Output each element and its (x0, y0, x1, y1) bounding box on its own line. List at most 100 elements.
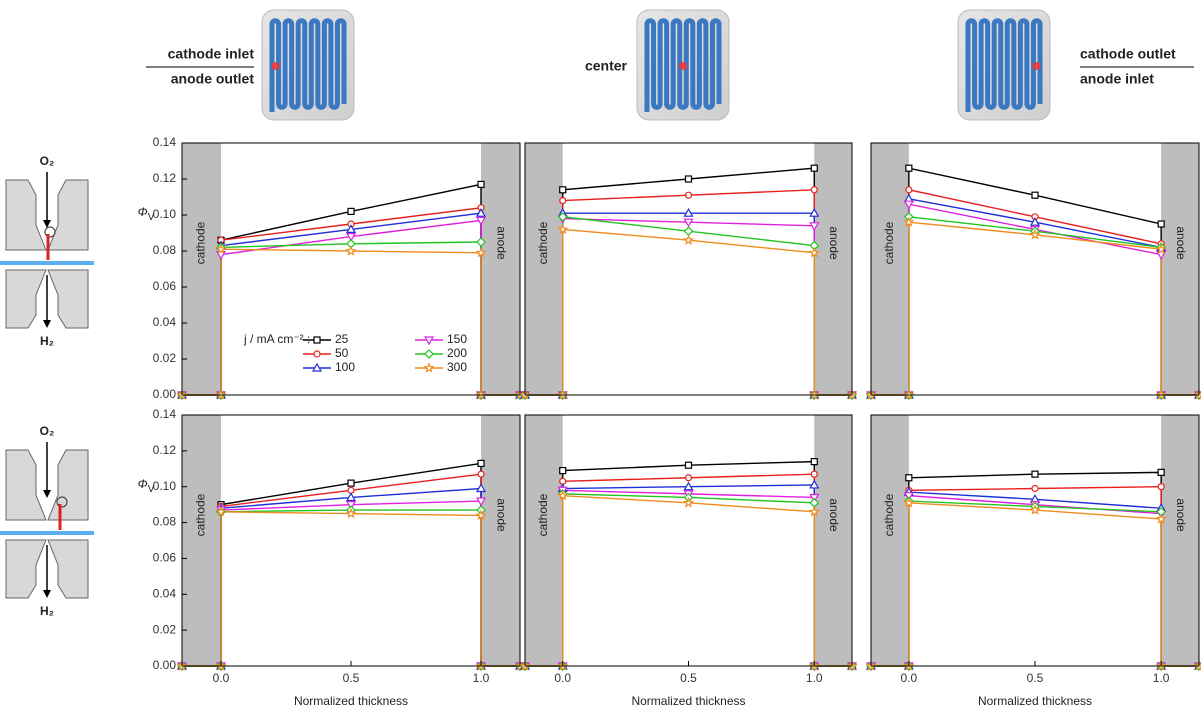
arrowhead (43, 490, 51, 498)
data-point (559, 466, 567, 475)
plot-frame (181, 142, 521, 396)
cell-diagram: O₂ H₂ (0, 154, 94, 348)
series-line (871, 502, 1199, 667)
region-label: cathode (536, 221, 550, 264)
data-point (810, 186, 818, 194)
legend-marker (423, 362, 435, 373)
data-point (808, 505, 820, 517)
data-point (347, 479, 355, 487)
series-line (525, 484, 852, 667)
data-point (345, 507, 357, 519)
legend-title: j / mA cm⁻² : (243, 332, 310, 346)
series-line (525, 217, 852, 396)
data-point (215, 505, 227, 517)
series-line (525, 167, 852, 396)
data-point (559, 197, 567, 205)
cell-block (5, 449, 47, 521)
series-line (182, 511, 520, 667)
cell-block (5, 179, 47, 251)
x-tick-label: 0.5 (343, 671, 360, 685)
serpentine-channel (644, 18, 722, 112)
plot-frame (524, 142, 853, 396)
data-point (684, 461, 693, 469)
x-tick-label: 0.0 (213, 671, 230, 685)
data-point (477, 470, 485, 478)
y-tick-label: 0.10 (153, 207, 177, 221)
cathode-region (871, 415, 909, 666)
data-point (557, 223, 569, 235)
data-point (682, 234, 695, 245)
y-tick-label: 0.06 (153, 279, 177, 293)
header-label: cathode outlet (1080, 46, 1176, 62)
cell-diagram: O₂ H₂ (0, 424, 94, 618)
y-tick-label: 0.04 (153, 315, 177, 329)
measurement-point (1032, 62, 1041, 70)
arrowhead (43, 220, 51, 228)
data-point (903, 216, 915, 227)
region-label: anode (1174, 226, 1188, 260)
data-point (1031, 484, 1039, 493)
cathode-region (525, 415, 563, 666)
legend-label: 100 (335, 360, 355, 374)
data-point (477, 459, 485, 468)
y-tick-label: 0.14 (153, 135, 177, 149)
data-point (683, 226, 694, 237)
series-line (871, 221, 1199, 396)
legend-marker (424, 349, 434, 359)
data-point (682, 496, 695, 508)
series-line (182, 500, 520, 667)
x-tick-label: 1.0 (1153, 671, 1170, 685)
data-point (476, 237, 486, 247)
data-point (809, 493, 820, 503)
x-tick-label: 0.5 (680, 671, 697, 685)
data-point (559, 186, 567, 194)
cell-block (5, 269, 47, 329)
arrowhead (43, 320, 51, 328)
region-label: cathode (536, 493, 550, 536)
region-label: cathode (882, 221, 896, 264)
data-point (903, 496, 915, 508)
anode-region (814, 415, 852, 666)
y-tick-label: 0.06 (153, 551, 177, 565)
data-point (809, 479, 820, 489)
data-point (905, 474, 913, 482)
legend-marker (313, 336, 321, 344)
series-line (525, 216, 852, 396)
plot-frame (870, 142, 1200, 396)
data-point (683, 481, 694, 491)
y-tick-label: 0.12 (153, 171, 177, 185)
region-label: anode (827, 226, 841, 260)
data-point (903, 492, 914, 501)
cathode-region (871, 143, 909, 395)
cell-block (47, 449, 89, 521)
data-point (475, 207, 487, 217)
x-tick-label: 0.0 (901, 671, 918, 685)
legend-label: 300 (447, 360, 467, 374)
series-line (871, 486, 1199, 667)
anode-region (481, 143, 520, 395)
gas-label: H₂ (40, 604, 54, 618)
region-label: anode (494, 498, 508, 532)
legend-label: 25 (335, 332, 349, 346)
plot-frame (870, 414, 1200, 667)
plot-frame (524, 414, 853, 667)
region-label: anode (827, 498, 841, 532)
series-line (525, 494, 852, 667)
x-axis-label: Normalized thickness (294, 694, 408, 708)
gas-label: O₂ (40, 424, 55, 438)
y-axis-subscript: V (148, 212, 155, 223)
region-label: anode (1174, 498, 1188, 532)
probe (44, 226, 56, 238)
cell-block (47, 539, 89, 599)
data-point (903, 200, 914, 210)
data-point (347, 207, 355, 215)
region-label: cathode (882, 493, 896, 536)
cathode-region (525, 143, 563, 395)
data-point (684, 474, 693, 482)
data-point (345, 245, 357, 256)
probe (56, 496, 68, 508)
data-point (475, 497, 487, 507)
plot-frame (181, 414, 521, 667)
x-axis-label: Normalized thickness (631, 694, 745, 708)
